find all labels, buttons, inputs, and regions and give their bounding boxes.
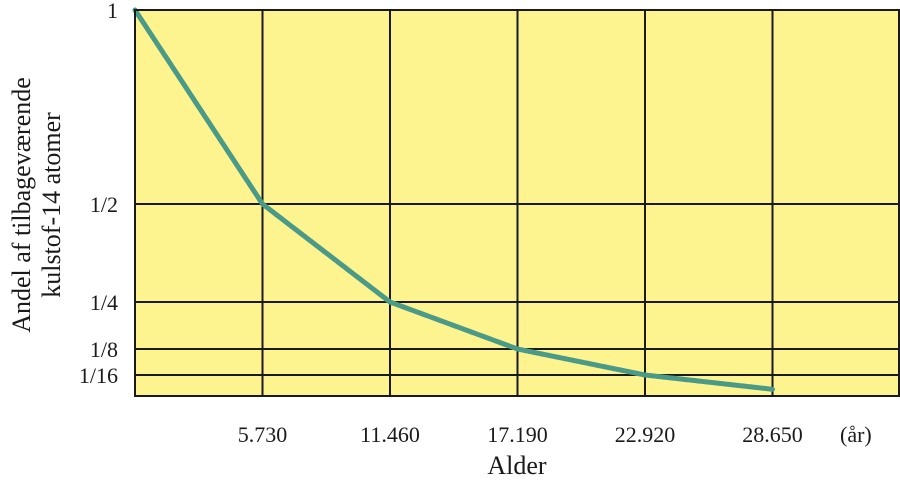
x-tick-label: 5.730 [238, 422, 288, 447]
x-tick-label: 17.190 [487, 422, 548, 447]
decay-curve-line [132, 7, 775, 392]
y-tick-label: 1 [107, 0, 118, 23]
y-axis-label: Andel af tilbageværende kulstof-14 atome… [7, 77, 66, 333]
y-tick-label: 1/8 [90, 337, 118, 362]
x-axis-label: Alder [487, 451, 547, 480]
x-tick-label: 22.920 [615, 422, 676, 447]
x-unit-label: (år) [840, 422, 872, 447]
y-tick-labels: 1 1/2 1/4 1/81/16 [79, 0, 118, 388]
y-tick-label: 1/4 [90, 290, 118, 315]
y-tick-label: 1/16 [79, 363, 118, 388]
x-tick-label: 11.460 [360, 422, 420, 447]
x-tick-label: 28.650 [742, 422, 803, 447]
y-axis-label-line-2: kulstof-14 atomer [37, 112, 66, 298]
y-axis-label-line-1: Andel af tilbageværende [7, 77, 36, 333]
grid [135, 10, 900, 396]
plot-frame [134, 9, 900, 397]
y-tick-label: 1/2 [90, 192, 118, 217]
x-tick-labels: 5.730 11.460 17.190 22.920 28.650 [238, 422, 803, 447]
